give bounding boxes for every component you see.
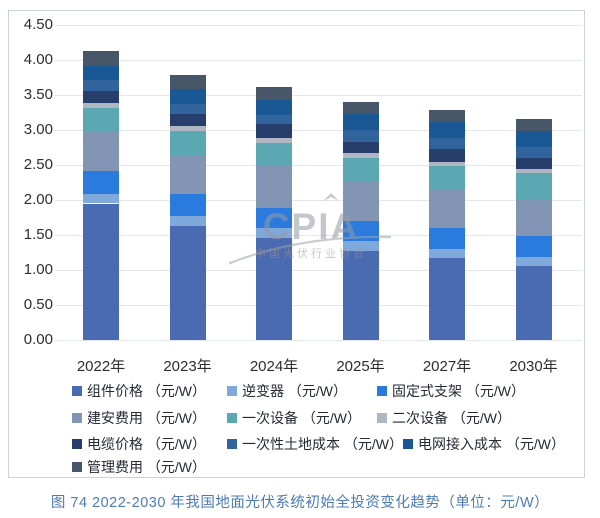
x-axis-tick-label: 2027年: [422, 358, 472, 375]
bar-segment-管理费用: [169, 74, 206, 90]
bar-segment-组件价格: [256, 237, 292, 340]
bar-segment-电缆价格: [83, 90, 119, 104]
bar-segment-固定式支架: [515, 236, 552, 258]
bar-segment-电网接入成本: [256, 99, 292, 115]
gridline: [55, 235, 582, 236]
y-axis-tick-label: 0.00: [23, 331, 53, 348]
bar-segment-一次性土地成本: [256, 114, 292, 125]
bar-segment-电网接入成本: [342, 113, 379, 130]
y-axis-tick-label: 4.50: [23, 16, 53, 33]
bar-segment-建安费用: [169, 155, 206, 194]
gridline: [55, 340, 582, 341]
bar-segment-一次设备: [169, 130, 206, 156]
y-axis-tick-label: 1.50: [23, 226, 53, 243]
bar-segment-建安费用: [429, 190, 465, 228]
y-axis-tick-label: 0.50: [23, 296, 53, 313]
bar-segment-一次设备: [83, 107, 119, 133]
bar-segment-逆变器: [169, 216, 206, 226]
gridline: [55, 130, 582, 131]
bar-segment-电网接入成本: [429, 122, 465, 138]
y-axis-tick-label: 2.00: [23, 191, 53, 208]
bar-segment-一次设备: [515, 172, 552, 200]
bar-segment-电网接入成本: [83, 65, 119, 81]
gridline: [55, 270, 582, 271]
bar-segment-二次设备: [342, 153, 379, 158]
plot-area: 4.50 4.00 3.50 3.00 2.50 2.00 1.50 1.00 0.50 0.00…: [9, 11, 584, 477]
x-axis-tick-label: 2025年: [336, 358, 385, 375]
bar-segment-一次设备: [342, 158, 379, 182]
bar-segment-二次设备: [256, 137, 292, 143]
bar-segment-电缆价格: [429, 148, 465, 163]
bar-segment-一次性土地成本: [169, 104, 206, 114]
y-axis-tick-label: 3.00: [23, 121, 53, 138]
gridline: [55, 200, 582, 201]
bar-segment-电缆价格: [515, 158, 552, 170]
gridline: [55, 95, 582, 96]
bar-segment-电缆价格: [169, 113, 206, 126]
bar-segment-一次设备: [429, 166, 465, 191]
bar-segment-建安费用: [342, 181, 379, 221]
y-axis-tick-label: 3.50: [23, 86, 53, 103]
bar-segment-固定式支架: [429, 228, 465, 249]
bar-segment-组件价格: [169, 225, 206, 340]
bar-segment-管理费用: [515, 118, 552, 132]
bar-segment-二次设备: [169, 125, 206, 131]
bar-segment-一次性土地成本: [342, 130, 379, 142]
bar-segment-组件价格: [429, 258, 465, 340]
chart-figure: 4.50 4.00 3.50 3.00 2.50 2.00 1.50 1.00 0.50 0.00…: [8, 10, 585, 478]
bar-segment-二次设备: [83, 103, 119, 108]
bar-segment-建安费用: [256, 165, 292, 208]
bar-segment-固定式支架: [256, 207, 292, 228]
gridline: [55, 25, 582, 26]
bar-segment-管理费用: [429, 109, 465, 123]
bar-segment-逆变器: [429, 249, 465, 259]
x-axis-tick-label: 2030年: [509, 358, 558, 375]
bar-segment-一次性土地成本: [515, 146, 552, 158]
y-axis-tick-label: 1.00: [23, 261, 53, 278]
gridline: [55, 60, 582, 61]
figure-caption: 图 74 2022-2030 年我国地面光伏系统初始全投资变化趋势（单位：元/W…: [50, 495, 550, 511]
x-axis-tick-label: 2023年: [163, 358, 212, 375]
bar-segment-二次设备: [429, 162, 465, 167]
bar-segment-一次性土地成本: [429, 137, 465, 149]
y-axis-tick-label: 4.00: [23, 51, 53, 68]
x-axis-tick-label: 2024年: [249, 358, 299, 375]
bar-segment-组件价格: [515, 265, 552, 340]
bar-segment-固定式支架: [342, 221, 379, 242]
bar-segment-逆变器: [515, 257, 552, 266]
x-axis-tick-label: 2022年: [76, 358, 126, 375]
bar-segment-管理费用: [83, 50, 119, 66]
bar-segment-一次性土地成本: [83, 80, 119, 91]
bar-segment-管理费用: [342, 102, 379, 114]
bar-segment-逆变器: [256, 228, 292, 238]
bar-segment-电网接入成本: [169, 89, 206, 105]
bar-segment-管理费用: [256, 86, 292, 100]
bar-segment-组件价格: [83, 203, 119, 340]
bar-segment-二次设备: [515, 169, 552, 173]
bar-segment-建安费用: [83, 132, 119, 172]
bar-segment-电网接入成本: [515, 131, 552, 147]
bar-segment-一次设备: [256, 142, 292, 166]
bar-segment-组件价格: [342, 251, 379, 340]
bar-segment-固定式支架: [169, 193, 206, 217]
bar-segment-建安费用: [515, 199, 552, 237]
bar-segment-电缆价格: [342, 141, 379, 154]
bar-segment-逆变器: [342, 241, 379, 252]
bar-segment-电缆价格: [256, 124, 292, 138]
bar-segment-逆变器: [83, 194, 119, 204]
bar-segment-固定式支架: [83, 171, 119, 195]
y-axis-tick-label: 2.50: [23, 156, 53, 173]
gridline: [55, 305, 582, 306]
gridline: [55, 165, 582, 166]
